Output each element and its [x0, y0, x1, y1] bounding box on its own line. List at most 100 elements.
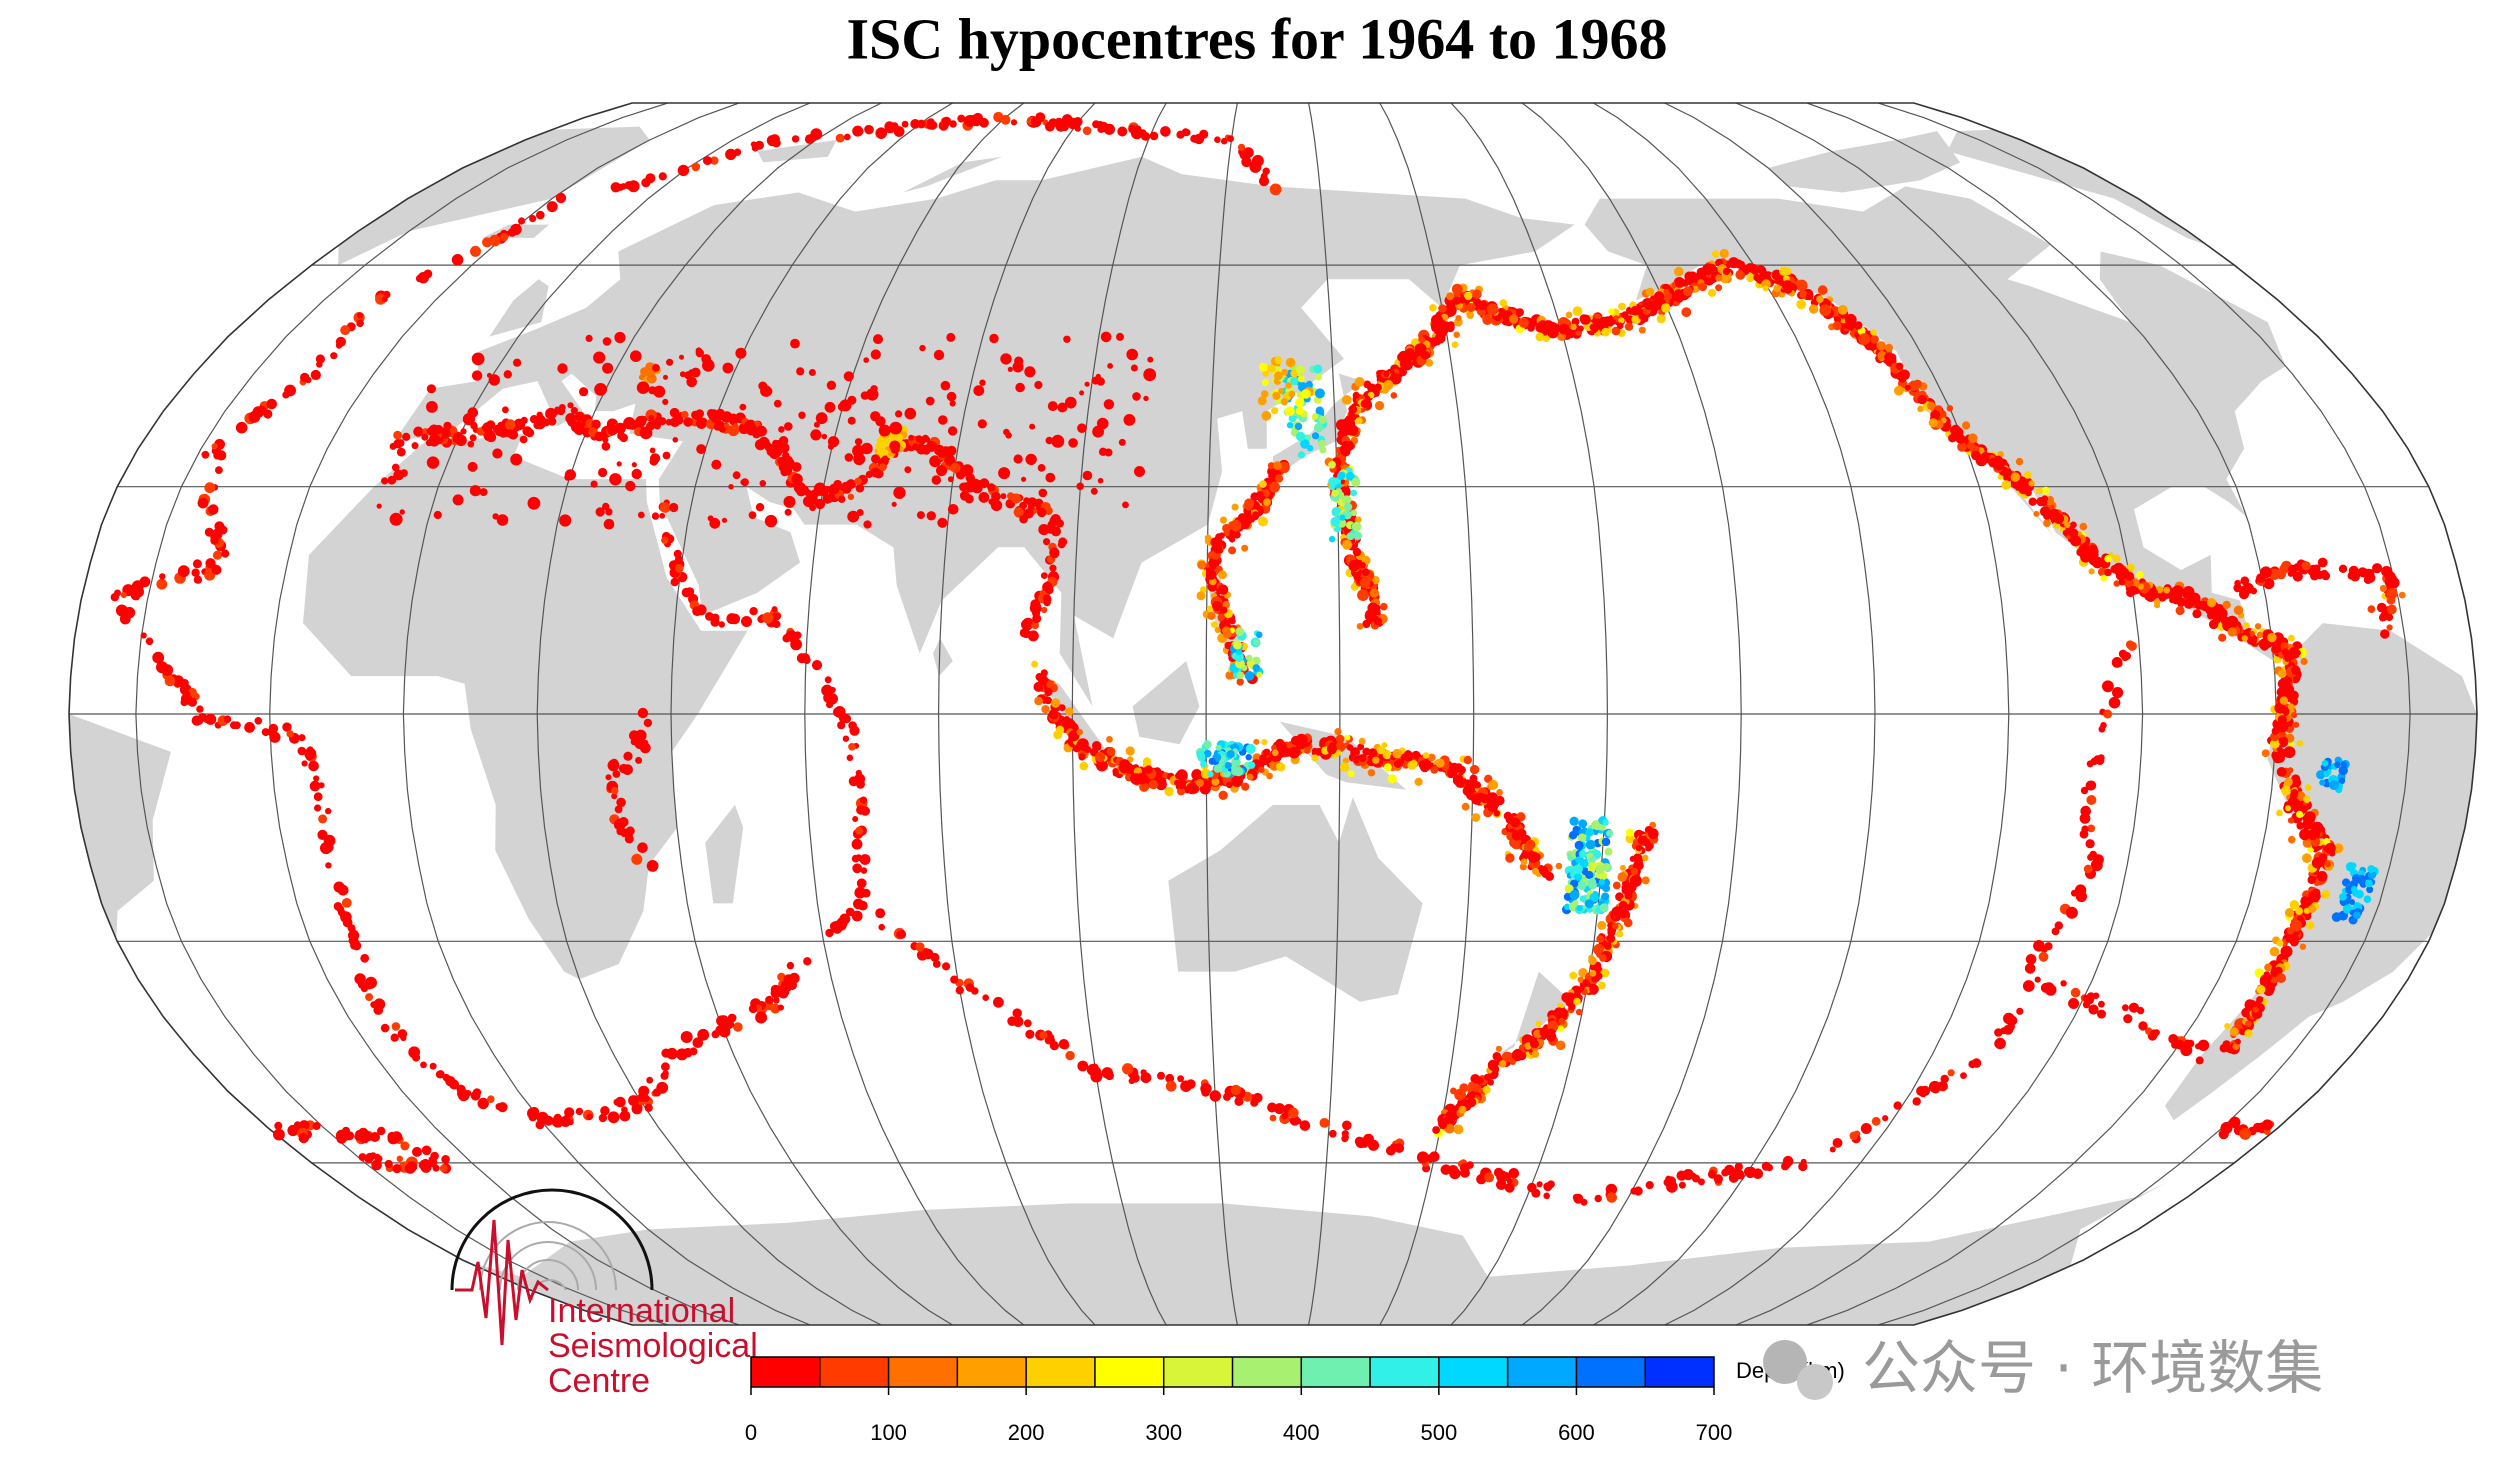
hypocentre: [557, 363, 568, 374]
hypocentre: [2103, 709, 2113, 719]
hypocentre: [692, 1037, 704, 1048]
hypocentre: [2070, 535, 2082, 547]
hypocentre: [2064, 521, 2071, 529]
hypocentre: [502, 406, 509, 414]
hypocentre: [2016, 1007, 2024, 1015]
hypocentre: [2188, 598, 2195, 606]
hypocentre: [2128, 1002, 2139, 1013]
hypocentre: [2363, 575, 2373, 584]
hypocentre: [1226, 781, 1233, 789]
hypocentre: [1650, 301, 1660, 311]
hypocentre: [1045, 436, 1054, 445]
hypocentre: [697, 1028, 710, 1041]
hypocentre: [380, 1023, 390, 1033]
hypocentre: [1482, 315, 1493, 325]
hypocentre: [809, 504, 816, 512]
hypocentre: [1126, 348, 1138, 361]
hypocentre: [1337, 471, 1346, 480]
hypocentre: [2000, 466, 2010, 476]
hypocentre: [748, 511, 757, 519]
hypocentre: [1527, 1182, 1537, 1193]
hypocentre: [1641, 876, 1650, 885]
hypocentre: [1819, 304, 1832, 317]
hypocentre: [2042, 982, 2052, 992]
hypocentre: [1743, 1166, 1754, 1177]
hypocentre: [750, 141, 757, 148]
hypocentre: [384, 1159, 393, 1169]
hypocentre: [1871, 1116, 1881, 1126]
hypocentre: [802, 656, 811, 664]
hypocentre: [803, 957, 812, 966]
hypocentre: [1023, 1019, 1032, 1028]
hypocentre: [643, 718, 653, 728]
hypocentre: [1252, 1092, 1263, 1103]
hypocentre: [2086, 760, 2094, 768]
hypocentre: [1602, 884, 1610, 893]
hypocentre: [205, 558, 216, 569]
hypocentre: [1678, 1181, 1686, 1189]
hypocentre: [1328, 535, 1336, 543]
hypocentre: [1279, 742, 1287, 750]
hypocentre: [810, 429, 822, 441]
hypocentre: [1233, 652, 1244, 662]
hypocentre: [710, 411, 723, 424]
landmass: [1487, 971, 1572, 1062]
meridian: [670, 103, 953, 1325]
hypocentre: [1314, 422, 1324, 433]
hypocentre: [810, 128, 823, 141]
hypocentre: [1245, 754, 1252, 761]
hypocentre: [1078, 753, 1086, 761]
hypocentre: [2136, 1006, 2145, 1015]
hypocentre: [389, 512, 403, 526]
hypocentre: [1025, 1029, 1035, 1039]
hypocentre: [139, 576, 151, 588]
hypocentre: [1720, 273, 1731, 284]
hypocentre: [211, 443, 218, 450]
hypocentre: [669, 502, 679, 513]
hypocentre: [1082, 126, 1092, 135]
hypocentre: [605, 774, 612, 781]
hypocentre: [710, 156, 719, 165]
hypocentre: [2287, 798, 2296, 806]
hypocentre: [1860, 1123, 1872, 1134]
hypocentre: [1722, 267, 1731, 275]
hypocentre: [641, 178, 651, 188]
hypocentre: [630, 738, 638, 746]
graticule: [69, 103, 2477, 1325]
hypocentre: [471, 370, 483, 381]
hypocentre: [1255, 631, 1263, 639]
hypocentre: [1808, 304, 1819, 314]
hypocentre: [675, 555, 683, 563]
hypocentre: [1383, 380, 1394, 390]
hypocentre: [1288, 746, 1300, 759]
hypocentre: [765, 995, 774, 1005]
hypocentre: [2304, 784, 2312, 791]
hypocentre: [1806, 292, 1814, 301]
meridian: [1664, 103, 2010, 1325]
hypocentre: [1948, 433, 1957, 443]
colorbar-swatch: [957, 1357, 1027, 1387]
hypocentre: [1482, 1085, 1491, 1094]
hypocentre: [1402, 750, 1414, 762]
hypocentre: [1535, 332, 1545, 342]
hypocentre: [1356, 623, 1364, 630]
hypocentre: [2234, 579, 2241, 587]
hypocentre: [1219, 516, 1228, 524]
hypocentre: [748, 1004, 758, 1014]
hypocentre: [2311, 821, 2324, 834]
hypocentre: [1511, 1049, 1524, 1062]
hypocentre: [1040, 669, 1048, 677]
hypocentre: [1596, 935, 1605, 943]
hypocentre: [1315, 406, 1325, 415]
hypocentre: [389, 442, 397, 450]
hypocentre: [1656, 314, 1666, 324]
hypocentre: [1234, 1096, 1244, 1106]
hypocentre: [2287, 703, 2295, 710]
hypocentre: [2379, 584, 2387, 593]
hypocentre: [1213, 764, 1223, 773]
hypocentre: [391, 463, 400, 472]
hypocentre: [1130, 1073, 1140, 1083]
hypocentre: [2347, 571, 2356, 580]
hypocentre: [1620, 864, 1626, 871]
hypocentre: [477, 1097, 489, 1110]
